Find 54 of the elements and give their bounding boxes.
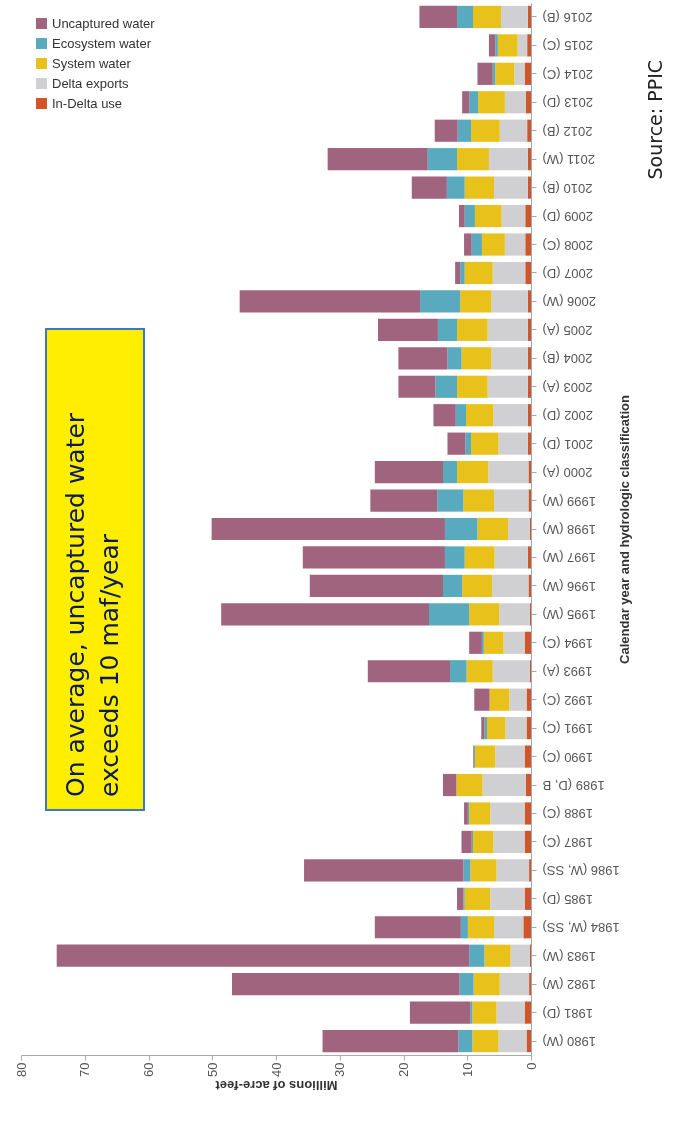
legend-label: Delta exports — [52, 75, 130, 91]
y-tick-label: 1985 (D) — [542, 891, 594, 907]
y-tick-label: 2001 (D) — [542, 436, 594, 452]
legend-label: In-Delta use — [52, 95, 123, 111]
y-tick-label: 1987 (C) — [542, 834, 594, 850]
x-tick-label: 60 — [141, 1062, 156, 1077]
y-tick-label: 2012 (B) — [542, 123, 593, 139]
x-tick-label: 70 — [77, 1062, 93, 1077]
y-tick-label: 1988 (C) — [542, 806, 594, 822]
y-tick-label: 2015 (C) — [542, 38, 594, 54]
y-tick-label: 2013 (D) — [542, 95, 594, 111]
y-tick-label: 2000 (A) — [542, 465, 593, 481]
y-tick-label: 1991 (C) — [542, 721, 594, 737]
y-tick-label: 1984 (W, SS) — [542, 920, 620, 936]
y-tick-label: 1999 (W) — [542, 493, 596, 509]
y-tick-label: 1993 (A) — [542, 664, 593, 680]
x-tick-label: 30 — [332, 1062, 348, 1077]
y-tick-label: 1994 (C) — [542, 635, 594, 651]
y-tick-label: 2003 (A) — [542, 379, 593, 395]
x-tick-label: 40 — [268, 1062, 284, 1077]
source-note: Source: PPIC — [644, 60, 666, 180]
y-tick-label: 1998 (W) — [542, 522, 596, 537]
y-tick-label: 1982 (W) — [542, 977, 596, 993]
x-tick-label: 80 — [13, 1062, 29, 1077]
y-tick-label: 1995 (W) — [542, 607, 596, 623]
y-tick-label: 1980 (W) — [542, 1034, 596, 1050]
y-tick-label: 2005 (A) — [542, 322, 593, 338]
y-tick-label: 1996 (W) — [542, 578, 596, 594]
x-tick-label: 0 — [523, 1062, 539, 1070]
x-tick-label: 10 — [459, 1062, 475, 1077]
legend-label: Ecosystem water — [52, 35, 152, 51]
y-tick-label: 2010 (B) — [542, 180, 593, 196]
x-axis-title: Millions of acre-feet — [214, 1077, 338, 1093]
x-tick-label: 50 — [204, 1062, 220, 1077]
y-tick-label: 2009 (D) — [542, 209, 594, 225]
legend-label: Uncaptured water — [52, 15, 156, 31]
legend-label: System water — [52, 55, 132, 71]
y-tick-label: 2016 (B) — [542, 9, 593, 25]
y-tick-label: 1990 (C) — [542, 749, 594, 765]
y-tick-label: 1992 (C) — [542, 692, 594, 708]
y-tick-label: 2011 (W) — [542, 152, 595, 168]
y-tick-label: 2007 (D) — [542, 265, 594, 281]
y-tick-label: 2006 (W) — [542, 294, 596, 310]
y-axis-title: Calendar year and hydrologic classification — [616, 395, 632, 664]
y-tick-label: 1989 (D, B — [542, 778, 605, 794]
y-tick-label: 2014 (C) — [542, 66, 594, 82]
y-tick-label: 1997 (W) — [542, 550, 596, 566]
x-tick-label: 20 — [396, 1062, 411, 1077]
y-tick-label: 1981 (D) — [542, 1005, 594, 1021]
y-tick-label: 1983 (W) — [542, 948, 596, 964]
y-tick-label: 1986 (W, SS) — [542, 863, 620, 879]
y-tick-label: 2002 (D) — [542, 408, 594, 424]
y-tick-label: 2004 (B) — [542, 351, 593, 367]
y-tick-label: 2008 (C) — [542, 237, 594, 253]
